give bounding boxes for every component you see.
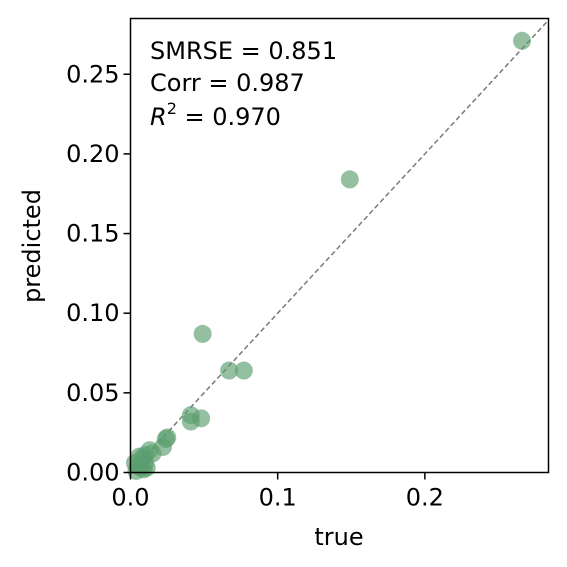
scatter-point xyxy=(220,361,239,380)
r2-value: = 0.970 xyxy=(177,103,281,131)
scatter-point xyxy=(192,409,211,428)
scatter-point xyxy=(137,458,156,477)
y-axis-label: predicted xyxy=(18,189,46,303)
scatter-point xyxy=(234,361,253,380)
x-tick-label: 0.1 xyxy=(259,484,297,512)
identity-reference-line xyxy=(129,19,550,474)
y-tick-label: 0.20 xyxy=(66,140,119,168)
x-axis-label: true xyxy=(314,523,363,551)
y-tick-label: 0.25 xyxy=(66,60,119,88)
y-tick-label: 0.15 xyxy=(66,220,119,248)
x-tick-label: 0.0 xyxy=(111,484,149,512)
y-tick-label: 0.10 xyxy=(66,299,119,327)
scatter-point xyxy=(513,31,532,50)
r2-exponent: 2 xyxy=(167,99,177,118)
x-tick-label: 0.2 xyxy=(406,484,444,512)
scatter-point xyxy=(340,170,359,189)
y-tick-label: 0.05 xyxy=(66,379,119,407)
r2-symbol: R xyxy=(150,103,167,131)
scatter-point xyxy=(193,324,212,343)
plot-frame xyxy=(129,17,550,474)
axis-ticks: 0.0 0.1 0.2 0.00 0.05 0.10 0.15 0.20 0.25 xyxy=(66,60,444,511)
smrse-annotation: SMRSE = 0.851 xyxy=(150,37,337,65)
corr-annotation: Corr = 0.987 xyxy=(150,69,305,97)
r2-annotation: R2 = 0.970 xyxy=(150,99,281,131)
y-tick-label: 0.00 xyxy=(66,459,119,487)
